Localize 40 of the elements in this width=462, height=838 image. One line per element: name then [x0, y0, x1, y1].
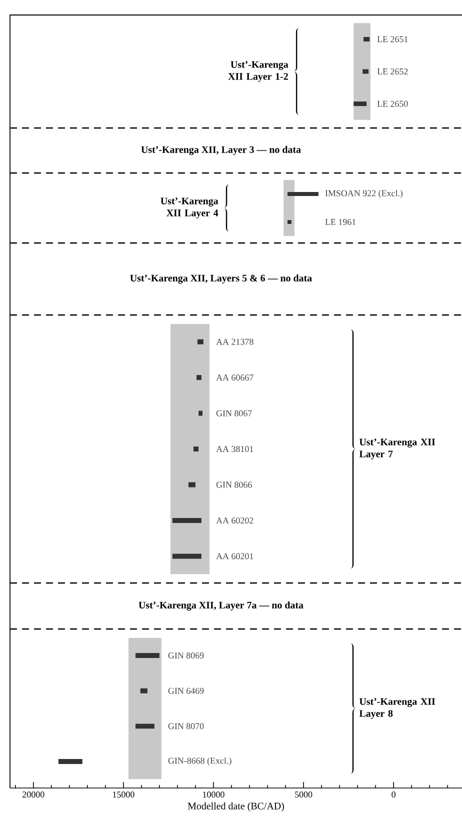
bar — [140, 688, 148, 694]
bar — [188, 482, 196, 488]
category-label: AA 38101 — [216, 446, 254, 452]
category-label: GIN 8067 — [216, 410, 252, 416]
bar — [136, 653, 160, 658]
bar — [196, 375, 202, 380]
category-label: LE 1961 — [325, 218, 356, 226]
category-label: GIN 8070 — [168, 723, 204, 730]
category-label: IMSOAN 922 (Excl.) — [325, 190, 403, 198]
bar — [136, 724, 154, 729]
text: Ust’-Karenga XII, Layers 5 & 6 — no data — [130, 274, 312, 284]
x-axis-title: Modelled date (BC/AD) — [188, 802, 284, 812]
category-label: GIN 8069 — [168, 652, 204, 659]
category-label: GIN-8668 (Excl.) — [168, 757, 232, 766]
annotation: Ust’-Karenga XII Layer 1-2 — [228, 61, 288, 82]
bar — [58, 759, 82, 764]
annotation: Ust’-Karenga XII Layer 8 — [359, 698, 436, 719]
category-label: GIN 6469 — [168, 688, 204, 694]
bar — [172, 518, 202, 523]
category-label: AA 60201 — [216, 553, 254, 560]
x-tick-label: 20000 — [22, 792, 44, 798]
text: Ust’-Karenga XII, Layer 7a — no data — [138, 601, 304, 611]
bar — [172, 554, 202, 559]
category-label: AA 21378 — [216, 338, 254, 345]
category-label: LE 2651 — [377, 36, 408, 42]
category-label: AA 60202 — [216, 517, 254, 524]
bar — [197, 339, 204, 344]
x-tick-label: 15000 — [113, 792, 134, 798]
category-label: LE 2652 — [377, 68, 408, 75]
x-tick-label: 10000 — [203, 792, 224, 798]
annotation: Ust’-Karenga XII Layer 7 — [359, 438, 436, 460]
category-label: LE 2650 — [377, 100, 408, 107]
bar — [198, 410, 203, 416]
x-tick-label: 5000 — [295, 792, 312, 798]
x-tick-label: 0 — [392, 792, 396, 798]
category-label: AA 60667 — [216, 374, 254, 381]
category-label: GIN 8066 — [216, 482, 252, 488]
text: Ust’-Karenga XII, Layer 3 — no data — [141, 146, 301, 156]
annotation: Ust’-Karenga XII Layer 4 — [160, 198, 218, 218]
bar — [194, 446, 199, 452]
